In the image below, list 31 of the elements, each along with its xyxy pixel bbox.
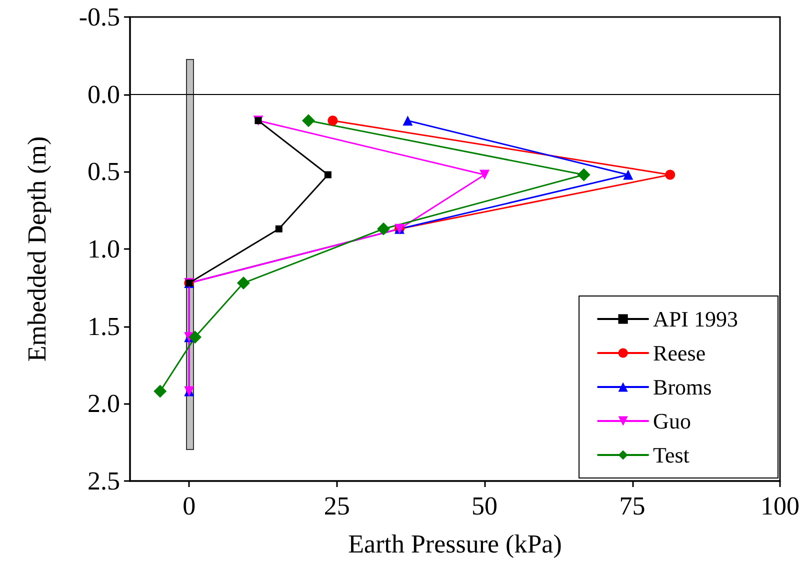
- point: [328, 116, 338, 126]
- y-tick-label: -0.5: [78, 2, 120, 32]
- x-tick-label: 0: [182, 492, 196, 520]
- point: [275, 225, 282, 232]
- point: [623, 170, 634, 180]
- legend-label: Guo: [653, 408, 691, 434]
- point: [324, 171, 332, 178]
- point: [154, 384, 167, 398]
- point: [236, 276, 250, 290]
- point: [302, 114, 315, 128]
- y-axis-title: Embedded Depth (m): [22, 136, 52, 362]
- x-tick-label: 100: [760, 492, 800, 520]
- x-tick-label: 75: [619, 492, 646, 520]
- point: [188, 330, 202, 344]
- x-axis-title: Earth Pressure (kPa): [348, 530, 562, 558]
- legend-label: API 1993: [653, 306, 738, 332]
- x-tick-label: 50: [472, 492, 498, 520]
- y-tick-label: 0.5: [88, 157, 120, 186]
- point: [402, 116, 413, 126]
- y-tick-label: 0.0: [88, 80, 120, 109]
- point: [665, 170, 676, 180]
- y-tick-label: 1.5: [88, 312, 120, 341]
- y-tick-label: 1.0: [88, 234, 120, 264]
- y-tick-label: 2.0: [88, 389, 120, 418]
- legend-label: Broms: [653, 374, 712, 400]
- point: [577, 168, 590, 182]
- y-tick-label: 2.5: [88, 466, 120, 496]
- x-tick-label: 25: [324, 492, 350, 520]
- legend-label: Reese: [653, 340, 706, 366]
- legend-label: Test: [653, 442, 690, 468]
- point: [377, 222, 390, 236]
